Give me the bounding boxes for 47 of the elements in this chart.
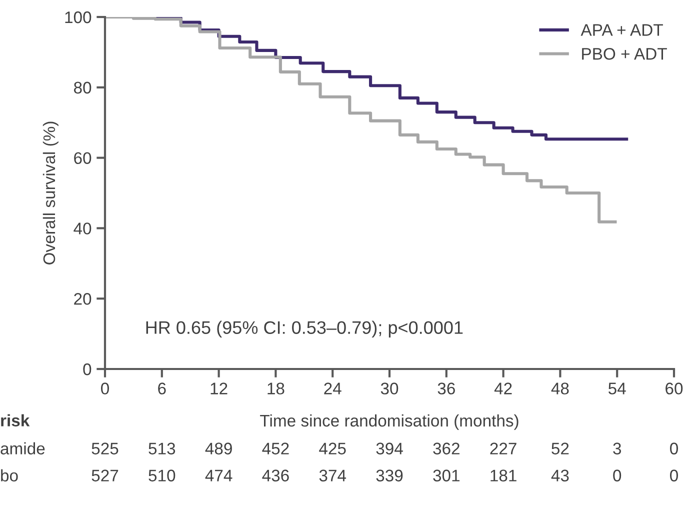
text: 489 [205, 442, 232, 454]
x-tick-label: 54 [608, 382, 626, 394]
y-tick-label: 20 [74, 293, 92, 305]
legend-label: APA + ADT [580, 24, 663, 36]
annotation: HR 0.65 (95% CI: 0.53–0.79); p<0.0001 [146, 320, 463, 338]
text: 3 [613, 442, 621, 454]
text: 227 [490, 442, 516, 454]
text: 525 [92, 442, 118, 454]
x-tick-label: 48 [551, 382, 569, 394]
text: 425 [319, 442, 346, 454]
x-tick-label: 36 [438, 382, 455, 394]
x-tick-label: 6 [158, 382, 166, 394]
y-tick-label: 80 [74, 82, 92, 94]
text: 0 [670, 470, 678, 482]
text: 0 [670, 442, 678, 454]
text: 181 [490, 470, 516, 482]
text: bo [1, 469, 18, 482]
text: 52 [552, 442, 569, 454]
x-tick-label: 18 [268, 382, 284, 394]
x-tick-label: 24 [324, 382, 342, 394]
x-tick-label: 42 [494, 382, 512, 394]
text: 301 [433, 470, 460, 482]
text: 452 [262, 442, 289, 454]
text: risk [1, 414, 30, 426]
x-tick-label: 30 [380, 382, 398, 394]
text: 510 [148, 470, 176, 482]
x-tick-label: 0 [101, 382, 109, 394]
x-axis-title: Time since randomisation (months) [260, 414, 518, 430]
text: 436 [262, 470, 289, 482]
x-tick-label: 12 [210, 382, 228, 394]
legend-label: PBO + ADT [582, 48, 667, 60]
text: 394 [376, 442, 403, 454]
text: 362 [433, 442, 460, 454]
y-tick-label: 40 [74, 222, 92, 234]
y-axis-title: Overall survival (%) [42, 122, 58, 264]
y-tick-label: 60 [74, 152, 92, 164]
text: 374 [319, 470, 346, 482]
text: 527 [92, 470, 118, 482]
y-tick-label: 100 [65, 11, 92, 24]
y-tick-label: 0 [83, 363, 92, 376]
text: 513 [148, 442, 176, 454]
text: 43 [551, 470, 569, 482]
text: amide [0, 442, 45, 454]
text: 0 [613, 470, 622, 482]
x-tick-label: 60 [666, 382, 683, 394]
text: 474 [205, 470, 232, 482]
text: 339 [376, 470, 403, 482]
